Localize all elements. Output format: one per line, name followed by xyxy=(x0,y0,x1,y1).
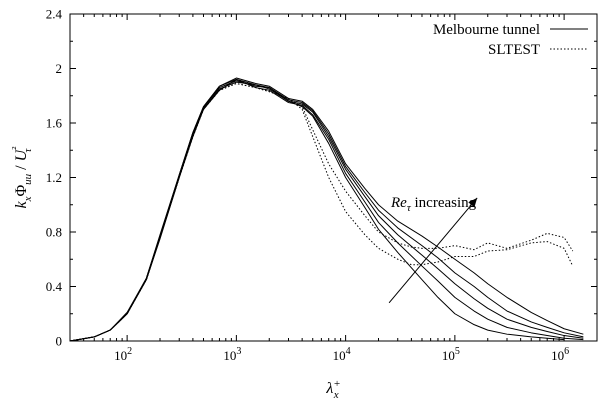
y-axis-label-part: τ xyxy=(22,147,34,152)
y-axis: 0 0.4 0.8 1.2 1.6 2 2.4 xyxy=(46,7,597,349)
annotation-increasing: increasing xyxy=(411,195,477,211)
x-axis-label: λ+ x xyxy=(325,378,340,399)
melbourne-line-3 xyxy=(69,78,584,342)
annotation-label: Reτ increasing xyxy=(390,195,477,214)
melbourne-line-4 xyxy=(69,77,584,342)
y-tick-label: 0.8 xyxy=(46,225,62,240)
sltest-line-5 xyxy=(69,82,574,342)
x-tick-base: 10 xyxy=(333,348,346,363)
x-tick-base: 10 xyxy=(551,348,564,363)
y-axis-label-part: k xyxy=(13,201,30,209)
melbourne-line-2 xyxy=(69,80,584,342)
y-tick-label: 0 xyxy=(56,334,63,349)
x-tick-base: 10 xyxy=(442,348,455,363)
x-axis-label-sub: x xyxy=(333,389,339,399)
annotation-tau: τ xyxy=(407,202,412,214)
legend: Melbourne tunnel SLTEST xyxy=(433,22,588,58)
x-axis: 102 103 104 105 106 xyxy=(69,14,598,363)
x-tick-label: 105 xyxy=(442,346,460,363)
legend-label: SLTEST xyxy=(488,42,540,58)
y-axis-label-part: U xyxy=(13,148,30,161)
y-axis-label-part: uu xyxy=(22,173,34,185)
y-tick-label: 0.4 xyxy=(46,279,63,294)
x-tick-exponent: 5 xyxy=(455,346,460,357)
x-axis-label-sup: + xyxy=(333,378,340,390)
plot-frame xyxy=(69,13,598,342)
annotation: Reτ increasing xyxy=(388,195,478,304)
series-layer xyxy=(69,77,584,342)
y-axis-label-part: x xyxy=(22,196,34,202)
y-tick-label: 2 xyxy=(56,61,63,76)
x-tick-exponent: 2 xyxy=(127,346,132,357)
legend-label: Melbourne tunnel xyxy=(433,22,540,38)
y-axis-label-part: ² xyxy=(10,146,22,150)
annotation-arrow-head xyxy=(468,197,478,208)
x-tick-exponent: 3 xyxy=(236,346,241,357)
annotation-arrow-shaft xyxy=(388,197,478,304)
y-axis-label: kxΦuu / U²τ xyxy=(10,146,34,209)
x-tick-exponent: 4 xyxy=(346,346,351,357)
x-tick-label: 102 xyxy=(114,346,132,363)
y-tick-label: 1.6 xyxy=(46,116,63,131)
y-axis-label-part: Φ xyxy=(13,185,30,197)
y-axis-label-part: / xyxy=(13,161,30,173)
x-tick-label: 106 xyxy=(551,346,569,363)
x-tick-base: 10 xyxy=(223,348,236,363)
annotation-re: Re xyxy=(390,195,407,211)
x-tick-label: 103 xyxy=(223,346,241,363)
y-tick-label: 2.4 xyxy=(46,7,63,22)
plot-area xyxy=(69,13,598,342)
x-tick-exponent: 6 xyxy=(564,346,569,357)
melbourne-line-1 xyxy=(69,78,584,342)
x-axis-label-main: λ xyxy=(325,380,333,397)
x-tick-base: 10 xyxy=(114,348,127,363)
y-tick-label: 1.2 xyxy=(46,170,62,185)
sltest-line-6 xyxy=(69,82,574,342)
x-tick-label: 104 xyxy=(333,346,351,363)
